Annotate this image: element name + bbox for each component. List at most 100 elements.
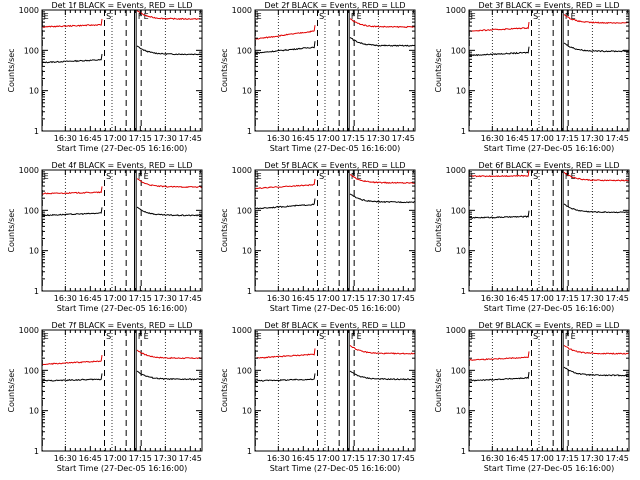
x-tick-label: 17:30 [367, 294, 390, 303]
x-tick-label: 17:00 [531, 294, 554, 303]
marker-label: E [357, 12, 362, 21]
x-tick-label: 17:00 [104, 454, 127, 463]
x-tick-label: 17:00 [317, 134, 340, 143]
panel-title: Det 9f BLACK = Events, RED = LLD [478, 321, 619, 330]
lld-series-line [468, 21, 530, 32]
y-tick-label: 1 [34, 127, 39, 136]
marker-label: S [533, 12, 538, 21]
x-tick-label: 16:30 [481, 454, 504, 463]
x-axis-label: Start Time (27-Dec-05 16:16:00) [270, 304, 401, 313]
y-axis-label: Counts/sec [7, 208, 16, 252]
y-tick-label: 1000 [19, 326, 39, 335]
x-tick-label: 17:15 [342, 294, 365, 303]
x-tick-label: 17:00 [317, 454, 340, 463]
marker-label: S [106, 12, 111, 21]
events-series-line [136, 206, 203, 217]
y-tick-label: 10 [242, 407, 252, 416]
y-tick-label: 1000 [446, 166, 466, 175]
marker-label: S [319, 172, 324, 181]
y-tick-label: 10 [456, 407, 466, 416]
lld-series-line [563, 171, 630, 182]
y-tick-label: 1 [461, 447, 466, 456]
y-tick-label: 1 [34, 447, 39, 456]
events-series-line [254, 198, 316, 210]
y-tick-label: 100 [237, 206, 252, 215]
plot-frame [468, 9, 630, 132]
panel-title: Det 8f BLACK = Events, RED = LLD [264, 321, 405, 330]
y-tick-label: 100 [237, 366, 252, 375]
marker-label: E [357, 172, 362, 181]
marker-label: S [533, 332, 538, 341]
marker-label: S [319, 12, 324, 21]
x-axis-label: Start Time (27-Dec-05 16:16:00) [484, 144, 615, 153]
events-series-line [136, 370, 203, 381]
x-tick-label: 17:45 [392, 134, 415, 143]
y-axis-label: Counts/sec [7, 368, 16, 412]
marker-label: F [351, 12, 356, 21]
y-axis-label: Counts/sec [220, 48, 229, 92]
panel-title: Det 6f BLACK = Events, RED = LLD [478, 161, 619, 170]
marker-label: F [138, 332, 143, 341]
events-series-line [349, 370, 416, 381]
y-tick-label: 1000 [232, 166, 252, 175]
x-tick-label: 17:00 [531, 454, 554, 463]
events-series-line [468, 46, 530, 57]
x-axis-label: Start Time (27-Dec-05 16:16:00) [270, 464, 401, 473]
plot-frame [254, 9, 416, 132]
lld-series-line [41, 355, 103, 366]
x-tick-label: 16:30 [481, 294, 504, 303]
y-tick-label: 1000 [19, 166, 39, 175]
events-series-line [254, 41, 316, 55]
x-axis-label: Start Time (27-Dec-05 16:16:00) [484, 464, 615, 473]
panel-title: Det 2f BLACK = Events, RED = LLD [264, 1, 405, 10]
lld-series-line [254, 348, 316, 360]
events-series-line [136, 45, 203, 56]
marker-label: S [106, 172, 111, 181]
lld-series-line [563, 14, 630, 24]
x-tick-label: 16:45 [79, 294, 102, 303]
y-tick-label: 10 [242, 87, 252, 96]
x-tick-label: 17:45 [179, 134, 202, 143]
x-axis-label: Start Time (27-Dec-05 16:16:00) [484, 304, 615, 313]
lld-series-line [41, 186, 103, 195]
y-axis-label: Counts/sec [220, 208, 229, 252]
events-series-line [563, 366, 630, 377]
x-tick-label: 16:30 [481, 134, 504, 143]
x-tick-label: 17:45 [606, 454, 629, 463]
x-tick-label: 17:15 [556, 454, 579, 463]
x-tick-label: 17:30 [367, 134, 390, 143]
x-tick-label: 17:30 [581, 454, 604, 463]
x-axis-label: Start Time (27-Dec-05 16:16:00) [270, 144, 401, 153]
lld-series-line [468, 351, 530, 361]
x-tick-label: 17:00 [317, 294, 340, 303]
panel-title: Det 5f BLACK = Events, RED = LLD [264, 161, 405, 170]
events-series-line [41, 53, 103, 64]
lld-series-line [349, 345, 416, 355]
marker-label: E [144, 12, 149, 21]
x-tick-label: 17:45 [606, 294, 629, 303]
y-tick-label: 1 [461, 127, 466, 136]
y-tick-label: 1 [247, 287, 252, 296]
marker-label: E [357, 332, 362, 341]
plot-frame [41, 169, 203, 292]
marker-label: S [319, 332, 324, 341]
y-tick-label: 10 [29, 87, 39, 96]
lld-series-line [349, 174, 415, 184]
x-tick-label: 16:45 [79, 134, 102, 143]
x-tick-label: 17:45 [392, 454, 415, 463]
y-tick-label: 1000 [232, 326, 252, 335]
x-tick-label: 16:30 [54, 294, 77, 303]
panel-title: Det 7f BLACK = Events, RED = LLD [51, 321, 192, 330]
x-tick-label: 16:45 [506, 134, 529, 143]
y-tick-label: 100 [24, 206, 39, 215]
x-tick-label: 17:15 [129, 294, 152, 303]
x-tick-label: 16:45 [292, 294, 315, 303]
marker-label: F [351, 332, 356, 341]
x-tick-label: 17:30 [154, 294, 177, 303]
